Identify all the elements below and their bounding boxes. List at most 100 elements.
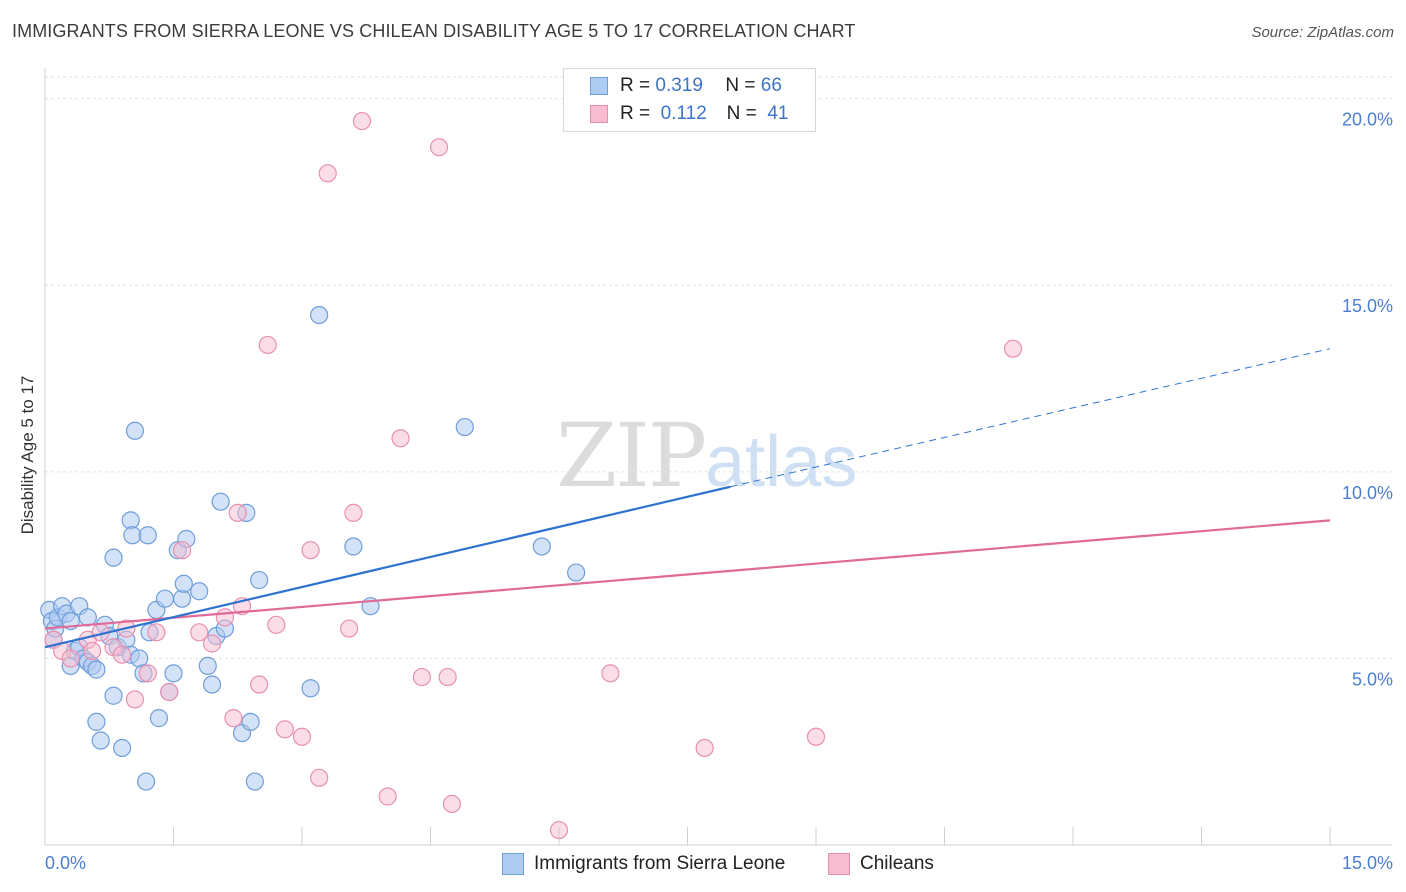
point-sierra-leone	[149, 709, 169, 728]
point-chileans	[215, 608, 234, 627]
point-sierra-leone	[202, 675, 222, 694]
point-sierra-leone	[136, 772, 156, 791]
legend-n-value: 41	[767, 103, 789, 124]
point-sierra-leone	[125, 421, 145, 440]
point-chileans	[228, 503, 247, 522]
point-chileans	[172, 541, 192, 560]
legend-r-value: 0.319	[655, 75, 703, 96]
point-chileans	[429, 138, 449, 157]
point-chileans	[378, 787, 397, 806]
point-chileans	[267, 615, 286, 634]
point-sierra-leone	[198, 656, 217, 675]
point-sierra-leone	[567, 563, 586, 582]
point-sierra-leone	[532, 537, 551, 556]
trend-line-sierra-leone	[44, 485, 731, 649]
point-sierra-leone	[344, 537, 363, 556]
point-sierra-leone	[245, 772, 264, 791]
point-chileans	[352, 111, 372, 131]
legend-swatch-blue	[590, 77, 608, 95]
point-sierra-leone	[78, 608, 97, 627]
point-sierra-leone	[250, 570, 269, 590]
bottom-legend-label: Immigrants from Sierra Leone	[534, 853, 786, 874]
y-tick-label: 10.0%	[1342, 483, 1393, 503]
tick-labels: 5.0% 10.0% 15.0% 20.0% 0.0% 15.0%	[45, 110, 1393, 873]
point-chileans	[147, 623, 166, 642]
legend-r-value: 0.112	[660, 103, 707, 124]
point-chileans	[275, 720, 294, 739]
point-chileans	[442, 794, 462, 814]
point-sierra-leone	[241, 712, 260, 731]
y-tick-label: 5.0%	[1352, 669, 1393, 689]
point-sierra-leone	[87, 660, 106, 679]
x-tick-label: 15.0%	[1342, 853, 1393, 873]
point-chileans	[250, 675, 269, 694]
point-chileans	[318, 164, 337, 183]
bottom-legend-chileans: Chileans	[828, 851, 934, 877]
point-chileans	[202, 634, 222, 653]
point-chileans	[258, 335, 277, 355]
point-chileans	[806, 727, 826, 746]
point-chileans	[138, 664, 157, 683]
point-chileans	[412, 667, 432, 687]
axes	[44, 68, 1392, 846]
trend-line-chileans	[44, 519, 1331, 630]
point-sierra-leone	[130, 649, 149, 668]
watermark-atlas: atlas	[705, 422, 858, 502]
point-sierra-leone	[87, 712, 106, 731]
source-label: Source: ZipAtlas.com	[1251, 24, 1394, 41]
point-sierra-leone	[174, 574, 193, 593]
bottom-legend-swatch-pink	[828, 853, 850, 875]
point-chileans	[391, 429, 410, 448]
point-chileans	[301, 541, 320, 560]
point-chileans	[125, 690, 145, 709]
legend-n-label: N =	[726, 103, 757, 124]
legend-row-chileans: R = 0.112 N = 41	[590, 102, 788, 126]
point-sierra-leone	[455, 417, 474, 437]
x-tick-label: 0.0%	[45, 853, 86, 873]
point-sierra-leone	[121, 511, 140, 530]
point-sierra-leone	[123, 526, 142, 545]
y-tick-label: 15.0%	[1342, 296, 1393, 316]
point-chileans	[61, 649, 80, 668]
legend-r-label: R =	[620, 103, 651, 124]
point-sierra-leone	[91, 731, 110, 750]
point-chileans	[340, 619, 359, 638]
legend-row-sierra-leone: R = 0.319 N = 66	[590, 74, 782, 98]
legend-swatch-pink	[590, 105, 608, 123]
point-chileans	[160, 682, 179, 702]
point-sierra-leone	[190, 582, 209, 601]
point-sierra-leone	[104, 686, 123, 705]
point-sierra-leone	[104, 548, 123, 567]
series-chileans	[44, 111, 1023, 840]
watermark-zip: ZIP	[556, 404, 707, 507]
watermark: ZIPatlas	[556, 404, 857, 507]
bottom-legend-label: Chileans	[860, 853, 934, 874]
point-chileans	[601, 664, 620, 683]
correlation-legend: R = 0.319 N = 66 R = 0.112 N = 41	[563, 68, 816, 132]
trend-lines	[44, 348, 1331, 649]
point-chileans	[549, 820, 569, 840]
point-chileans	[310, 768, 329, 787]
point-sierra-leone	[211, 492, 230, 511]
point-chileans	[344, 503, 363, 522]
point-sierra-leone	[155, 589, 175, 608]
trend-line-sierra-leone-extrapolated	[730, 348, 1331, 488]
bottom-legend-sierra-leone: Immigrants from Sierra Leone	[502, 851, 785, 877]
y-tick-label: 20.0%	[1342, 110, 1393, 130]
point-chileans	[438, 667, 457, 687]
point-sierra-leone	[301, 679, 320, 698]
point-chileans	[695, 738, 714, 758]
point-chileans	[112, 645, 132, 664]
point-chileans	[224, 709, 243, 728]
point-sierra-leone	[138, 526, 157, 545]
point-sierra-leone	[310, 305, 329, 325]
point-chileans	[190, 623, 209, 642]
point-chileans	[83, 641, 102, 661]
bottom-legend-swatch-blue	[502, 853, 524, 875]
point-sierra-leone	[164, 664, 183, 683]
point-sierra-leone	[112, 738, 132, 758]
legend-n-value: 66	[760, 75, 782, 96]
chart-title: IMMIGRANTS FROM SIERRA LEONE VS CHILEAN …	[12, 21, 856, 41]
point-sierra-leone	[172, 589, 192, 608]
point-chileans	[292, 727, 312, 746]
